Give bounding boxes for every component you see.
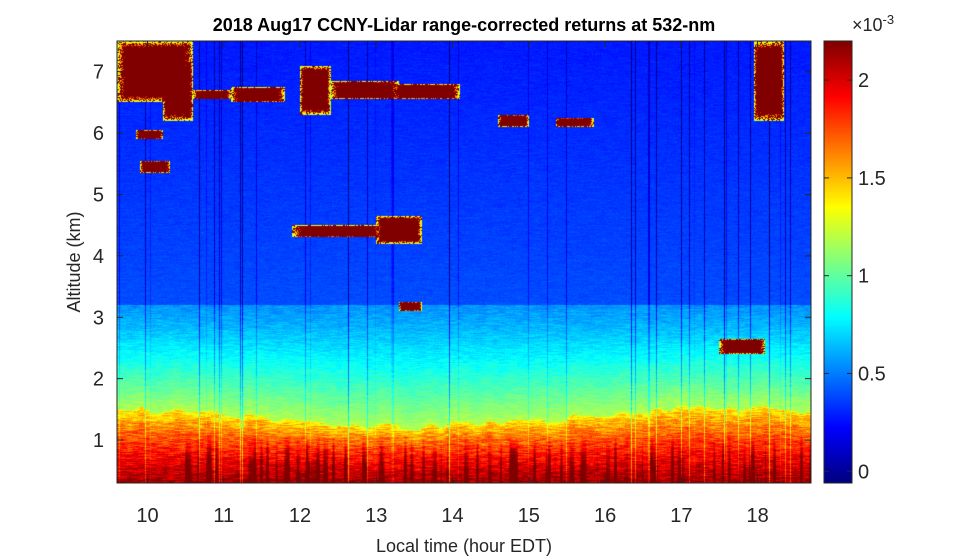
y-tick-label: 5 (93, 184, 104, 206)
colorbar-tick-label: 0.5 (858, 363, 886, 385)
y-tick-label: 1 (93, 430, 104, 452)
x-tick-label: 11 (213, 505, 234, 527)
x-tick-label: 12 (289, 505, 311, 527)
colorbar-ticks: 0 0.5 1 1.5 2 (824, 70, 886, 483)
x-tick-label: 18 (746, 505, 768, 527)
x-tick-label: 14 (441, 505, 463, 527)
colorbar-multiplier: ×10-3 (852, 12, 894, 35)
y-axis: 1 2 3 4 5 6 7 (93, 62, 811, 452)
colorbar-gradient (824, 41, 852, 483)
chart-title: 2018 Aug17 CCNY-Lidar range-corrected re… (213, 15, 716, 35)
y-tick-label: 7 (93, 62, 104, 84)
colorbar-frame (823, 40, 853, 484)
x-tick-label: 13 (365, 505, 387, 527)
x-tick-label: 15 (518, 505, 540, 527)
colorbar-tick-label: 1.5 (858, 168, 886, 190)
colorbar-tick-label: 1 (858, 266, 869, 288)
x-axis: 10 11 12 13 14 15 16 17 18 (136, 41, 769, 527)
y-axis-label: Altitude (km) (64, 211, 84, 312)
x-tick-label: 17 (670, 505, 692, 527)
y-tick-label: 6 (93, 123, 104, 145)
colorbar-tick-label: 0 (858, 461, 869, 483)
plot-area (116, 40, 812, 484)
y-tick-label: 4 (93, 246, 104, 268)
colorbar: 0 0.5 1 1.5 2 ×10-3 (823, 12, 894, 484)
plot-frame (116, 40, 812, 484)
heatmap-image (117, 41, 811, 483)
x-axis-label: Local time (hour EDT) (376, 536, 552, 556)
x-tick-label: 10 (136, 505, 158, 527)
colorbar-tick-label: 2 (858, 70, 869, 92)
y-tick-label: 3 (93, 307, 104, 329)
x-tick-label: 16 (594, 505, 616, 527)
y-tick-label: 2 (93, 369, 104, 391)
